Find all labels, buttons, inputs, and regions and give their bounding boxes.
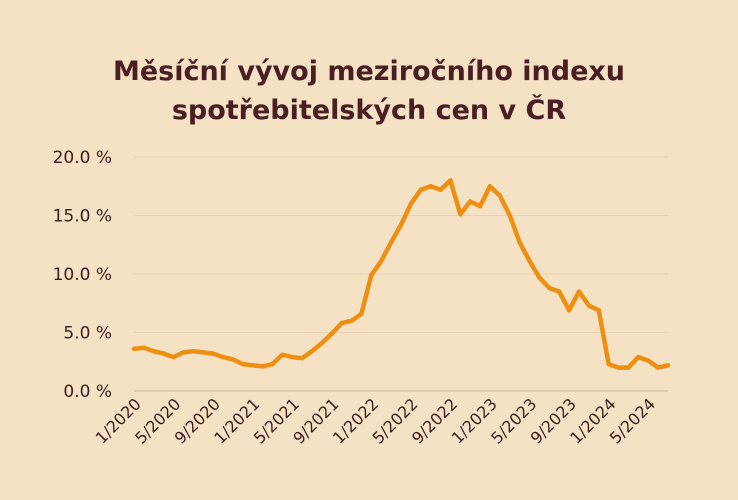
data-point [230, 357, 236, 362]
data-point [428, 184, 433, 189]
data-point [299, 356, 305, 361]
data-point [547, 285, 552, 291]
data-point [171, 354, 176, 360]
data-point [596, 308, 601, 313]
data-point [576, 289, 582, 294]
data-point [616, 365, 621, 370]
data-point [141, 345, 147, 350]
data-point [131, 346, 137, 352]
data-point [290, 354, 295, 360]
chart-title: Měsíční vývoj meziročního indexu spotřeb… [0, 52, 738, 130]
data-point [586, 303, 592, 308]
data-point [220, 354, 226, 360]
data-point [438, 187, 443, 192]
data-point [201, 350, 206, 355]
data-point [270, 361, 275, 367]
data-point [408, 201, 414, 206]
data-point [379, 258, 384, 264]
data-point [181, 350, 186, 355]
data-point [369, 272, 374, 278]
data-point [250, 363, 255, 368]
data-point [309, 349, 315, 354]
y-tick-label: 10.0 % [53, 265, 112, 285]
data-point [646, 358, 651, 363]
data-point [655, 365, 661, 370]
data-point [458, 212, 463, 217]
data-point [557, 289, 562, 294]
data-point [280, 352, 285, 357]
data-point [626, 365, 631, 370]
data-point [319, 340, 325, 346]
chart-title-line-1: Měsíční vývoj meziročního indexu [112, 56, 626, 87]
data-point [151, 349, 156, 354]
data-point [487, 184, 493, 189]
data-point [507, 213, 512, 218]
data-point [468, 199, 473, 204]
data-point [537, 275, 542, 280]
data-point [210, 351, 216, 356]
data-point [359, 311, 364, 316]
data-point [329, 331, 334, 336]
data-point [517, 240, 522, 245]
data-point [527, 258, 532, 264]
y-tick-label: 0.0 % [63, 382, 112, 402]
data-point [566, 308, 572, 313]
data-point [388, 240, 394, 245]
data-point [477, 203, 483, 209]
data-point [240, 361, 245, 367]
data-point [161, 351, 166, 356]
y-tick-label: 5.0 % [63, 324, 112, 344]
data-point [398, 222, 404, 228]
data-point [448, 178, 453, 183]
y-tick-label: 15.0 % [53, 207, 112, 227]
chart-title-line-2: spotřebitelských cen v ČR [171, 95, 567, 126]
data-point [349, 318, 354, 323]
y-tick-label: 20.0 % [53, 148, 112, 168]
data-point [260, 364, 265, 369]
data-point [339, 320, 344, 326]
data-point [665, 363, 671, 368]
data-point [636, 354, 641, 360]
data-point [418, 187, 423, 192]
data-point [606, 361, 611, 367]
data-point [497, 193, 503, 198]
data-point [191, 349, 196, 354]
